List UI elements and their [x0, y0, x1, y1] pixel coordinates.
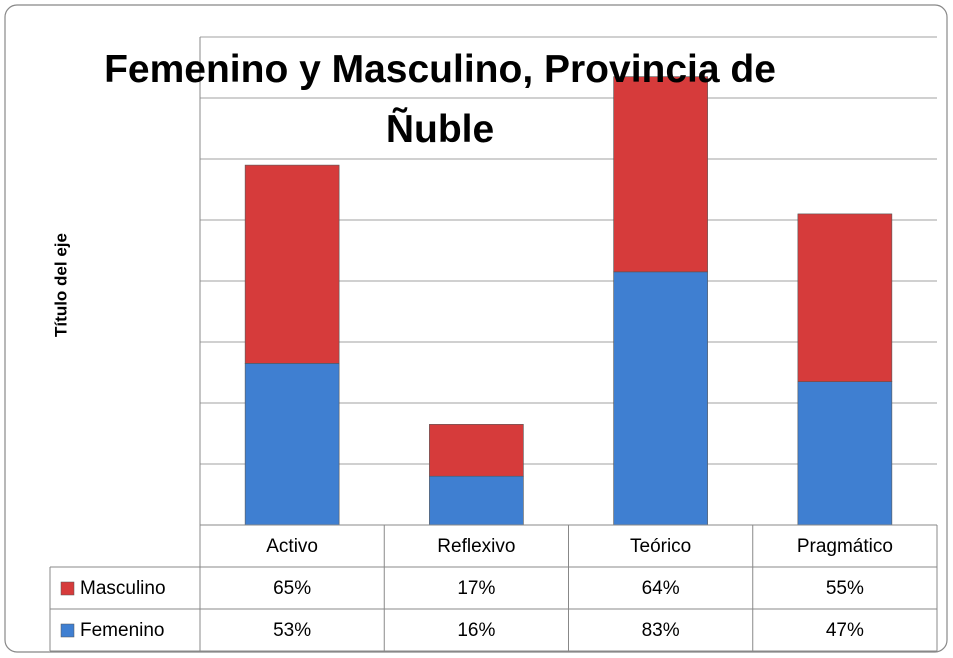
data-label: 53% [273, 620, 311, 641]
data-label: 17% [457, 578, 495, 599]
data-label: 47% [826, 620, 864, 641]
x-tick-label: Teórico [630, 536, 691, 557]
x-tick-label: Activo [266, 536, 318, 557]
data-label: 55% [826, 578, 864, 599]
data-label: 83% [642, 620, 680, 641]
bar-segment [429, 475, 524, 526]
legend-swatch [60, 581, 75, 596]
y-axis-label: Título del eje [51, 233, 70, 337]
bars [244, 76, 893, 526]
bar-segment [797, 213, 893, 382]
bar-segment [429, 424, 524, 477]
data-label: 64% [642, 578, 680, 599]
x-tick-label: Pragmático [797, 536, 893, 557]
bar-segment [613, 271, 708, 526]
chart-frame [4, 4, 948, 653]
data-label: 65% [273, 578, 311, 599]
bar-segment [244, 164, 340, 364]
x-tick-label: Reflexivo [437, 536, 515, 557]
bar-segment [797, 381, 893, 526]
chart-title: Femenino y Masculino, Provincia de Ñuble [104, 48, 776, 151]
legend-label: Masculino [80, 578, 166, 599]
data-table: Activo Reflexivo Teórico Pragmático Masculin… [49, 524, 938, 652]
data-label: 16% [457, 620, 495, 641]
legend-label: Femenino [80, 620, 165, 641]
legend-swatch [60, 623, 75, 638]
bar-segment [244, 363, 340, 526]
bar-segment [613, 76, 708, 273]
